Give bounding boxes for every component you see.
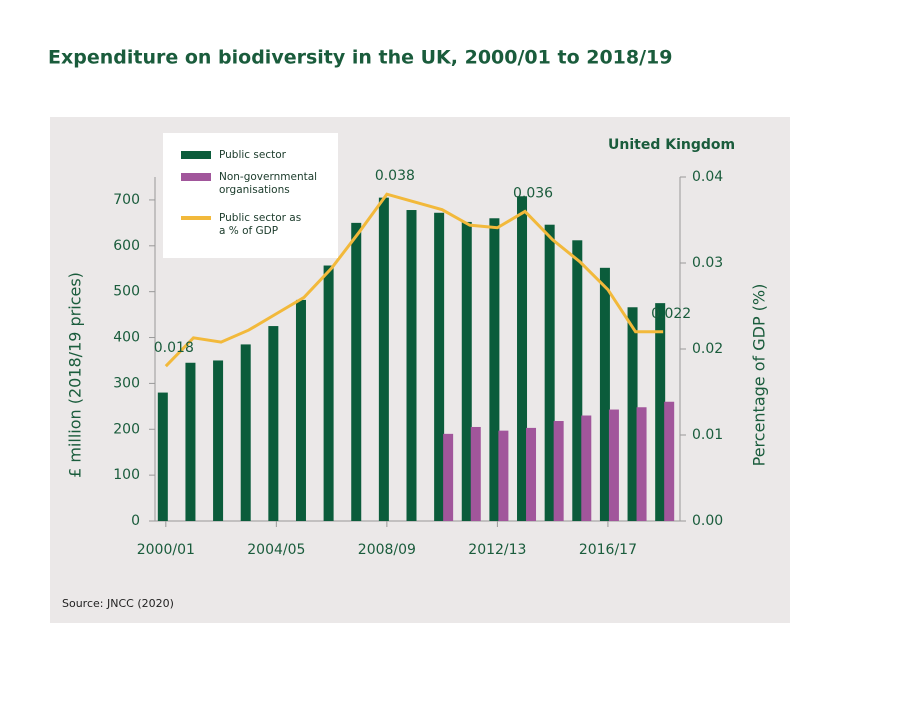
x-tick-label: 2008/09 [358, 542, 416, 558]
bar [517, 196, 528, 521]
y-tick-label: 300 [113, 375, 140, 391]
y-tick-label: 600 [113, 238, 140, 254]
bar [268, 326, 279, 521]
legend: Public sector Non-governmental organisati… [163, 133, 338, 258]
bar [157, 392, 168, 521]
bar [655, 303, 666, 521]
bar [581, 415, 592, 521]
y2-tick-label: 0.00 [692, 513, 723, 529]
bar [608, 409, 619, 521]
y2-axis-title: Percentage of GDP (%) [750, 284, 769, 467]
x-tick-label: 2012/13 [468, 542, 526, 558]
y-tick-label: 200 [113, 421, 140, 437]
bar [443, 433, 454, 521]
y-tick-label: 100 [113, 467, 140, 483]
bar [295, 299, 306, 521]
bar [636, 407, 647, 521]
bar [627, 307, 638, 521]
bar [185, 362, 196, 521]
bar [406, 210, 417, 522]
legend-label: Public sector as a % of GDP [219, 212, 302, 237]
data-label: 0.038 [375, 168, 415, 184]
bar [599, 267, 610, 521]
bar [489, 218, 500, 521]
bar [240, 344, 251, 521]
legend-label: Public sector [219, 149, 286, 161]
bar [553, 421, 564, 521]
bar [526, 427, 537, 521]
legend-label: Non-governmental organisations [219, 171, 318, 196]
y-tick-label: 500 [113, 284, 140, 300]
y2-tick-label: 0.01 [692, 427, 723, 443]
y2-tick-label: 0.02 [692, 341, 723, 357]
source: Source: JNCC (2020) [62, 597, 174, 610]
y-tick-label: 400 [113, 330, 140, 346]
bar [470, 426, 481, 521]
bar [213, 360, 224, 521]
y2-tick-label: 0.04 [692, 169, 723, 185]
bar [434, 212, 445, 521]
bar [323, 265, 334, 521]
subtitle: United Kingdom [608, 137, 735, 153]
x-tick-label: 2000/01 [137, 542, 195, 558]
y-tick-label: 700 [113, 192, 140, 208]
x-tick-label: 2016/17 [579, 542, 637, 558]
bar [351, 222, 362, 521]
y2-tick-label: 0.03 [692, 255, 723, 271]
bar [572, 240, 583, 521]
chart-title: Expenditure on biodiversity in the UK, 2… [48, 47, 673, 69]
legend-swatch [181, 216, 211, 220]
line [164, 192, 664, 368]
x-tick-label: 2004/05 [247, 542, 305, 558]
legend-swatch [181, 173, 211, 181]
legend-swatch [181, 151, 211, 159]
bar [544, 224, 555, 521]
bar [498, 430, 509, 521]
bar [461, 221, 472, 521]
bar [378, 197, 389, 521]
data-label: 0.036 [513, 185, 553, 201]
y-tick-label: 0 [131, 513, 140, 529]
bar [664, 401, 675, 521]
data-label: 0.022 [651, 306, 691, 322]
data-label: 0.018 [154, 340, 194, 356]
y-axis-title: £ million (2018/19 prices) [66, 272, 85, 478]
